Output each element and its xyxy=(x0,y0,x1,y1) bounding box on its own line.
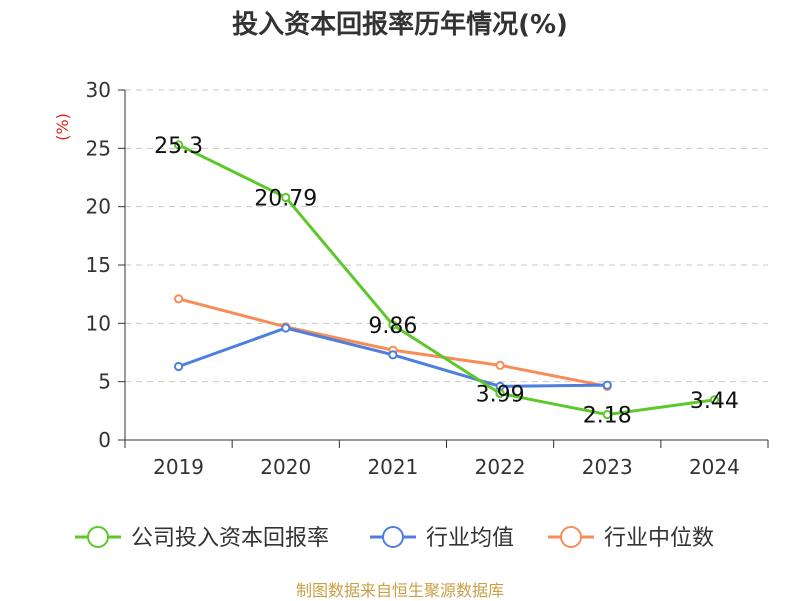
x-tick-label: 2019 xyxy=(153,455,204,479)
data-point xyxy=(388,320,398,330)
y-tick-label: 15 xyxy=(86,253,111,277)
legend-marker xyxy=(87,526,109,548)
y-axis-label: (%) xyxy=(53,113,72,141)
data-point xyxy=(709,395,720,405)
data-point xyxy=(281,323,291,333)
y-tick-label: 0 xyxy=(98,428,111,452)
legend-marker xyxy=(560,526,582,548)
data-point xyxy=(281,192,291,203)
data-point xyxy=(173,294,184,304)
y-tick-label: 25 xyxy=(86,136,111,160)
data-point xyxy=(602,409,612,420)
data-point xyxy=(602,380,612,390)
legend-label: 行业中位数 xyxy=(604,526,714,551)
axes: 0 5 10 15 20 25 30 2019 2020 2021 2022 2023 2024 (%) xyxy=(53,78,769,479)
legend: 公司投入资本回报率 行业均值 行业中位数 xyxy=(75,526,714,551)
data-label: 3.44 xyxy=(690,389,739,414)
y-tick-label: 5 xyxy=(98,370,111,394)
data-label: 9.86 xyxy=(368,314,417,339)
legend-label: 行业均值 xyxy=(426,526,514,551)
data-point xyxy=(495,388,505,399)
data-point xyxy=(173,140,184,150)
legend-marker xyxy=(382,526,404,548)
data-point xyxy=(388,350,398,360)
data-point xyxy=(173,361,184,372)
data-label: 20.79 xyxy=(254,186,317,211)
y-tick-label: 10 xyxy=(86,311,111,335)
data-point xyxy=(495,360,505,370)
x-tick-label: 2022 xyxy=(475,455,526,479)
data-label: 2.18 xyxy=(583,404,632,429)
x-tick-label: 2021 xyxy=(367,455,418,479)
data-labels: 25.3 20.79 9.86 3.99 2.18 3.44 xyxy=(154,134,739,429)
y-tick-label: 30 xyxy=(86,78,111,102)
legend-label: 公司投入资本回报率 xyxy=(131,526,329,551)
y-tick-label: 20 xyxy=(86,195,111,219)
series-line xyxy=(177,143,715,417)
grid-lines xyxy=(125,89,768,383)
data-label: 3.99 xyxy=(476,382,525,407)
data-label: 25.3 xyxy=(154,134,203,159)
chart-title: 投入资本回报率历年情况(%) xyxy=(232,10,568,40)
x-tick-label: 2020 xyxy=(260,455,311,479)
source-note: 制图数据来自恒生聚源数据库 xyxy=(295,581,504,600)
x-tick-label: 2024 xyxy=(689,455,740,479)
x-tick-label: 2023 xyxy=(582,455,633,479)
series-lines xyxy=(173,140,720,420)
